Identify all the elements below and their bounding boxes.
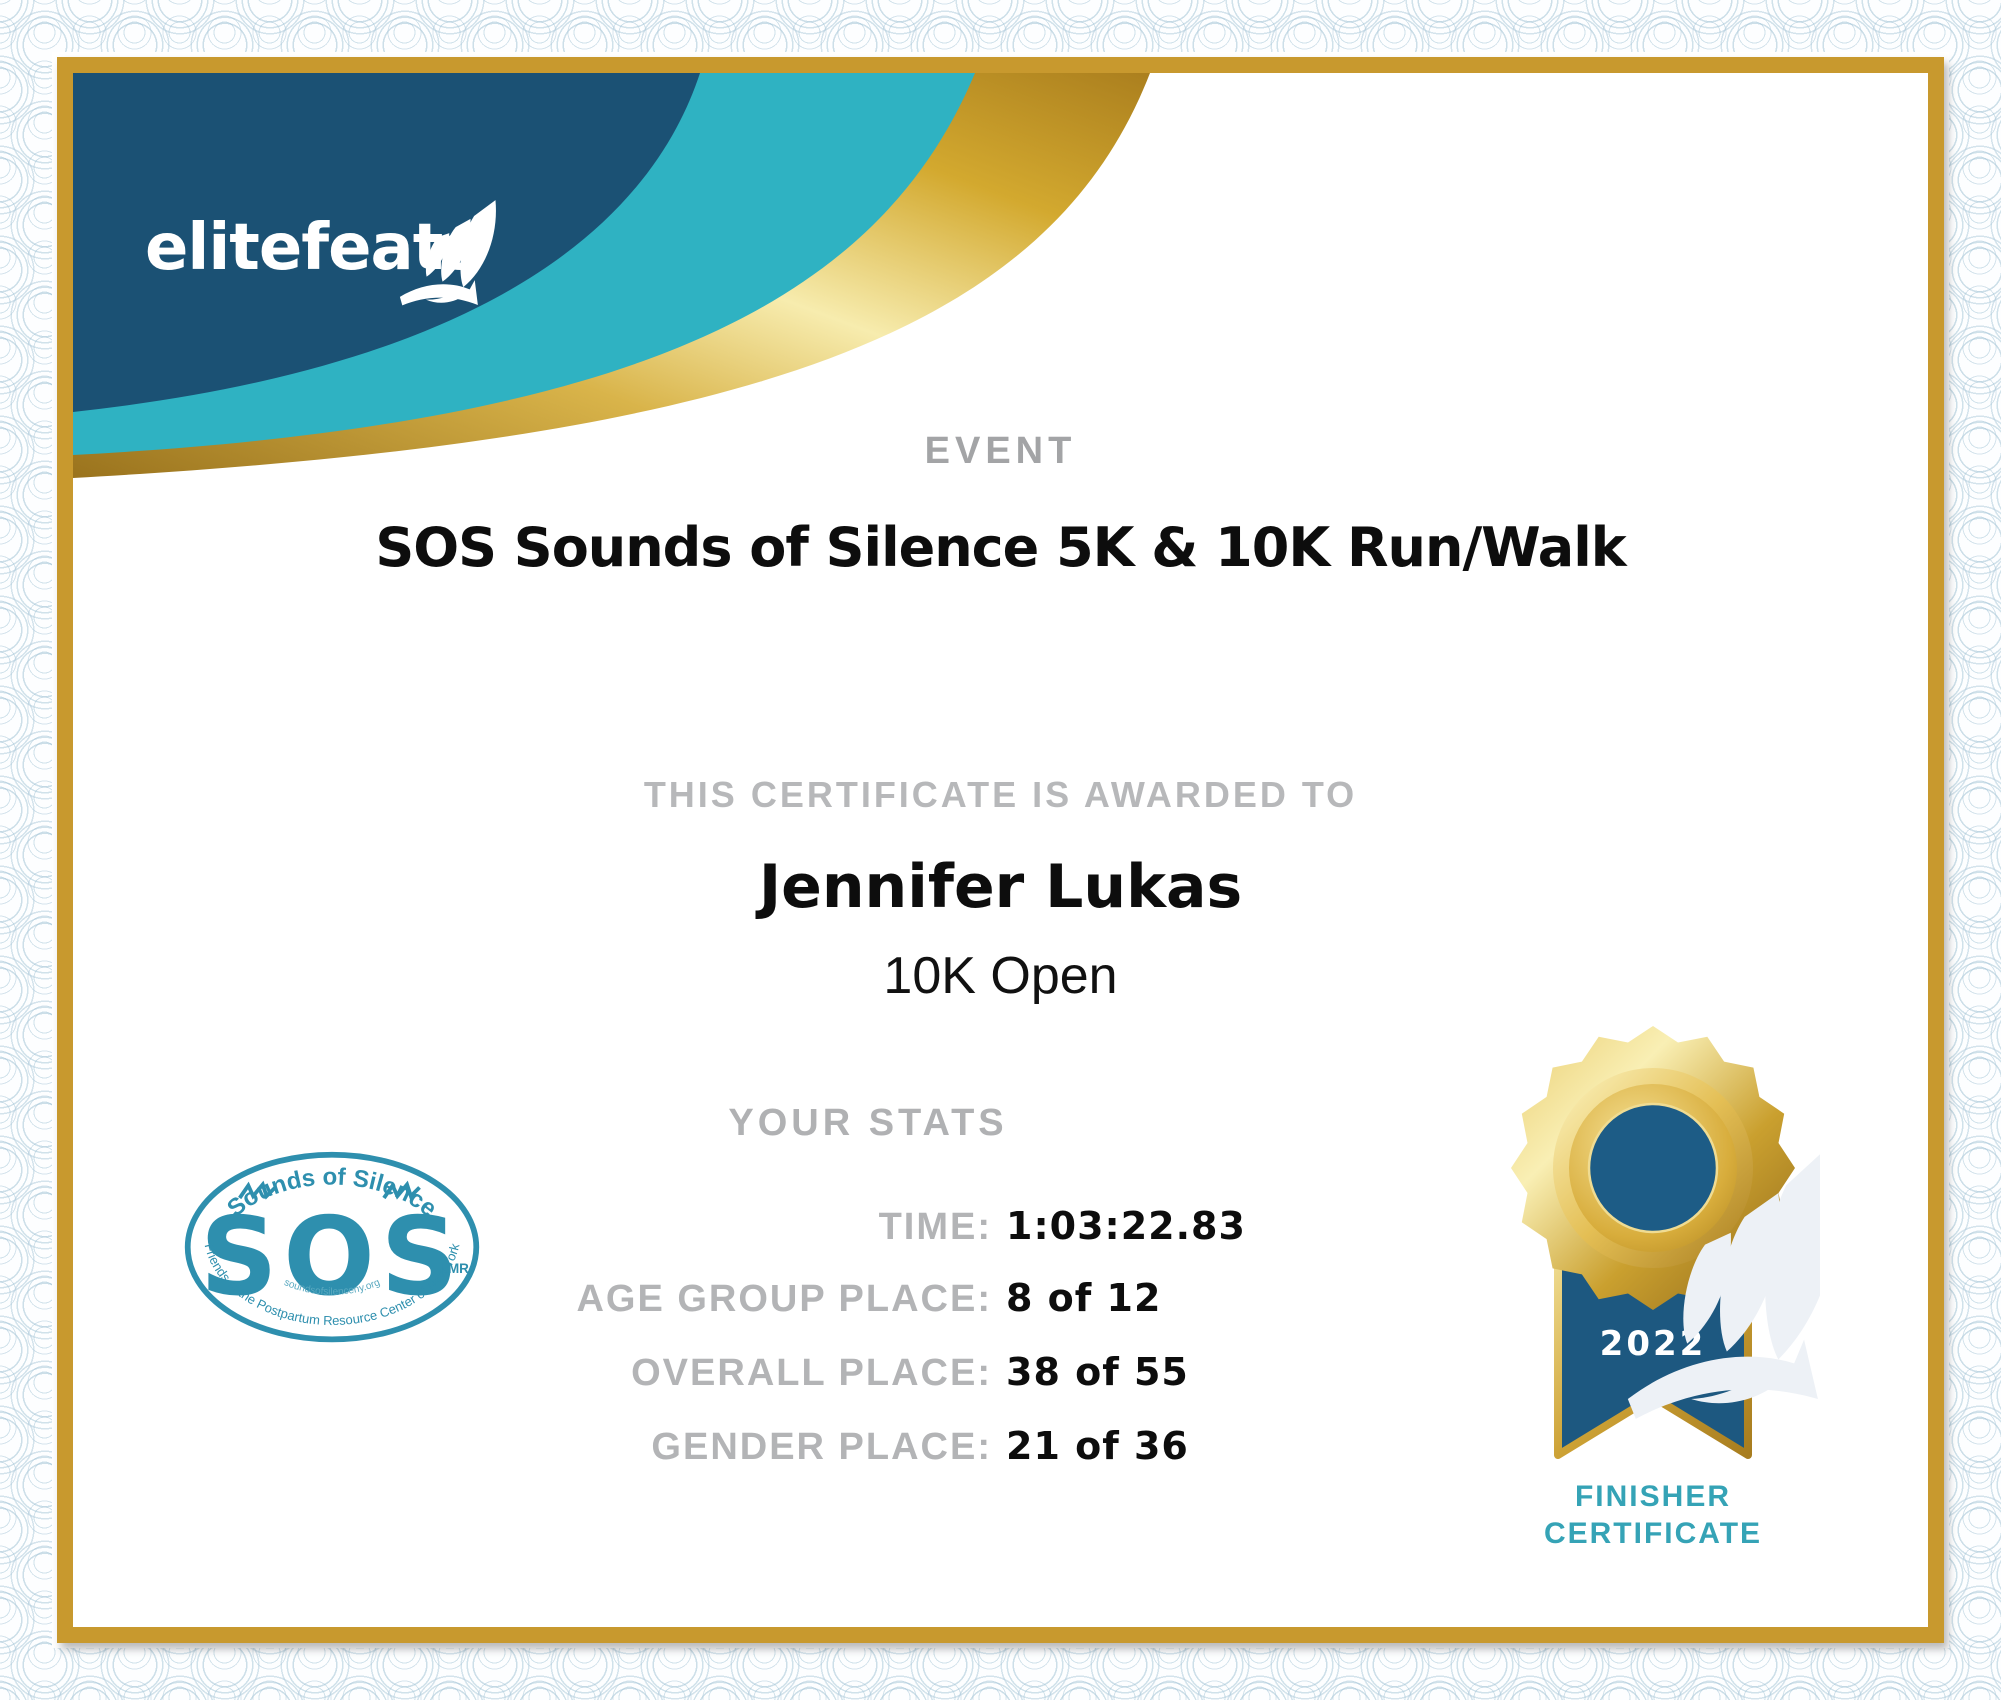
finisher-line: FINISHER — [1574, 1480, 1731, 1513]
finisher-certificate-label: FINISHER CERTIFICATE — [1455, 1478, 1851, 1552]
elitefeats-winged-foot-icon — [391, 181, 503, 328]
stat-row-age-group-place: AGE GROUP PLACE: 8 of 12 — [380, 1276, 1161, 1321]
sos-letters: SOS — [200, 1195, 464, 1320]
certificate-line: CERTIFICATE — [1543, 1517, 1763, 1550]
sos-sounds-of-silence-logo: Sounds of Silence SOS LMR Friends of the… — [184, 1151, 480, 1343]
finisher-medal: 2022 — [1511, 1026, 1820, 1459]
event-title: SOS Sounds of Silence 5K & 10K Run/Walk — [375, 516, 1626, 579]
stat-row-time: TIME: 1:03:22.83 — [380, 1204, 1246, 1249]
stat-row-overall-place: OVERALL PLACE: 38 of 55 — [380, 1350, 1189, 1395]
sos-logo-oval — [184, 1151, 480, 1343]
medal-center — [1587, 1102, 1719, 1234]
stat-value-overall-place: 38 of 55 — [1006, 1350, 1189, 1394]
navy-wave — [73, 73, 700, 412]
stat-label-overall-place: OVERALL PLACE: — [631, 1352, 992, 1394]
seahorse-crown-right-icon — [382, 1180, 421, 1200]
event-label: EVENT — [924, 430, 1077, 472]
elitefeats-logo: elitefeats — [145, 216, 480, 280]
stat-row-gender-place: GENDER PLACE: 21 of 36 — [380, 1424, 1189, 1469]
recipient-name: Jennifer Lukas — [758, 852, 1243, 922]
awarded-to-label: THIS CERTIFICATE IS AWARDED TO — [643, 774, 1358, 815]
stat-value-time: 1:03:22.83 — [1006, 1204, 1246, 1248]
stat-label-time: TIME: — [878, 1206, 992, 1248]
elitefeats-logo-text: elitefeats — [145, 211, 480, 285]
stat-value-gender-place: 21 of 36 — [1006, 1424, 1189, 1468]
stat-label-gender-place: GENDER PLACE: — [651, 1426, 992, 1468]
stat-value-age-group-place: 8 of 12 — [1006, 1276, 1162, 1320]
stat-label-age-group-place: AGE GROUP PLACE: — [576, 1278, 992, 1320]
seahorse-crown-left-icon — [238, 1180, 277, 1200]
division-label: 10K Open — [883, 947, 1118, 1005]
sos-lmr-text: LMR — [440, 1261, 469, 1276]
your-stats-heading: YOUR STATS — [728, 1102, 1008, 1144]
